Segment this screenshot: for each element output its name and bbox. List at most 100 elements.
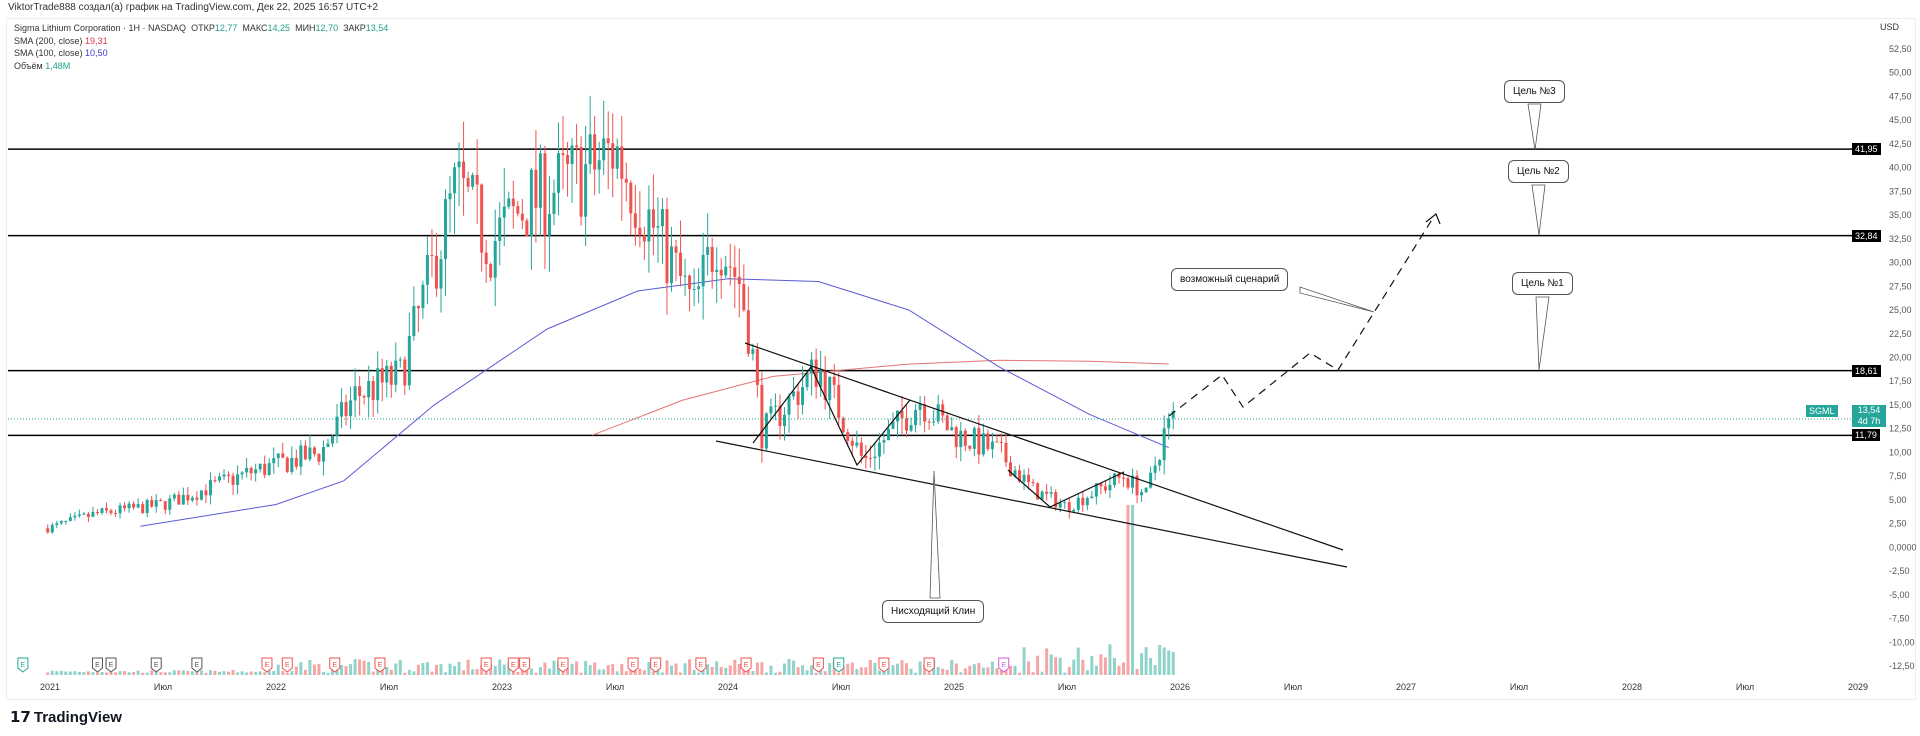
volume-bar	[1153, 665, 1157, 675]
volume-bar	[1140, 653, 1144, 675]
volume-bar	[285, 672, 289, 675]
candle-body	[141, 504, 145, 514]
volume-bar	[597, 669, 601, 675]
candle-body	[1144, 487, 1148, 493]
volume-bar	[1049, 654, 1053, 675]
candle-body	[986, 433, 990, 450]
volume-bar	[145, 672, 149, 675]
volume-bar	[141, 672, 145, 675]
candle-body	[73, 515, 77, 518]
candle-body	[588, 134, 592, 165]
candle-body	[516, 206, 520, 214]
volume-bar	[462, 670, 466, 675]
candle-body	[710, 246, 714, 272]
wedge-upper-line	[744, 342, 1344, 551]
volume-bar	[909, 668, 913, 675]
candle-body	[168, 498, 172, 510]
volume-bar	[1135, 669, 1139, 675]
candle-body	[50, 524, 54, 533]
candle-body	[1031, 482, 1035, 484]
candle-body	[837, 384, 841, 418]
price-tick-label: 15,00	[1889, 400, 1912, 410]
time-tick-label: 2027	[1396, 682, 1416, 692]
candle-body	[633, 213, 637, 228]
candle-body	[1085, 498, 1089, 506]
candle-body	[213, 480, 217, 482]
candle-body	[407, 335, 411, 386]
candle-body	[77, 514, 81, 516]
tradingview-logo[interactable]: 𝟭𝟳 TradingView	[10, 709, 122, 726]
candle-body	[254, 469, 258, 474]
price-tick-label: 20,00	[1889, 352, 1912, 362]
candle-body	[303, 445, 307, 460]
earnings-marker-letter: E	[744, 662, 749, 669]
candle-body	[728, 266, 732, 268]
candle-body	[1022, 474, 1026, 482]
falling-wedge-drawing	[715, 342, 1348, 568]
volume-bar	[959, 672, 963, 675]
volume-bar	[1027, 661, 1031, 675]
wedge-callout[interactable]: Нисходящий Клин	[882, 600, 985, 623]
candle-body	[502, 206, 506, 218]
volume-bar	[471, 669, 475, 675]
candle-body	[1122, 477, 1125, 479]
volume-bar	[864, 667, 868, 675]
candle-body	[258, 463, 262, 470]
volume-bar	[796, 667, 800, 675]
sma200-legend[interactable]: SMA (200, close) 19,31	[14, 35, 108, 46]
candle-body	[679, 252, 683, 276]
candle-body	[380, 368, 384, 383]
candle-body	[222, 474, 226, 477]
candle-body	[805, 373, 809, 388]
earnings-marker-icon	[329, 657, 341, 673]
candle-body	[719, 269, 723, 276]
candle-body	[1076, 497, 1080, 510]
volume-bar	[918, 661, 922, 675]
volume-bar	[629, 667, 633, 675]
target-2-callout[interactable]: Цель №2	[1508, 160, 1569, 183]
earnings-marker-icon	[557, 657, 569, 673]
candle-body	[1103, 486, 1107, 491]
candle-body	[240, 472, 244, 475]
earnings-marker-icon	[105, 657, 117, 673]
candle-body	[579, 147, 583, 217]
candle-body	[547, 214, 551, 236]
sma100-legend[interactable]: SMA (100, close) 10,50	[14, 48, 108, 58]
volume-bar	[936, 667, 940, 675]
candle-body	[593, 134, 597, 170]
volume-bar	[529, 668, 533, 675]
volume-bar	[267, 670, 271, 675]
candle-body	[557, 153, 560, 193]
volume-bar	[986, 667, 990, 675]
earnings-marker-icon	[374, 657, 386, 673]
candle-body	[444, 199, 447, 260]
volume-bar	[516, 671, 520, 675]
earnings-marker-letter: E	[378, 662, 383, 669]
volume-bar	[638, 668, 642, 675]
horizontal-levels	[8, 148, 1852, 437]
candle-body	[864, 455, 868, 459]
target-3-callout[interactable]: Цель №3	[1504, 80, 1565, 103]
time-tick-label: Июл	[380, 682, 398, 692]
volume-bar	[172, 670, 176, 675]
time-tick-label: 2026	[1170, 682, 1190, 692]
volume-legend[interactable]: Объём 1,48M	[14, 60, 71, 71]
candle-body	[1049, 492, 1053, 494]
volume-bar	[547, 668, 551, 675]
target-1-callout[interactable]: Цель №1	[1512, 272, 1573, 295]
volume-bar	[371, 671, 375, 675]
candle-body	[529, 169, 533, 237]
volume-bar	[606, 665, 610, 675]
scenario-arrow-icon	[1425, 213, 1441, 225]
volume-bar	[136, 670, 140, 675]
candle-body	[891, 421, 895, 429]
scenario-callout[interactable]: возможный сценарий	[1171, 268, 1289, 291]
candle-body	[968, 445, 972, 449]
candle-body	[317, 453, 321, 462]
volume-bar	[123, 670, 127, 675]
volume-bar	[968, 665, 972, 675]
candle-body	[597, 160, 601, 170]
volume-bar	[615, 671, 619, 675]
volume-bar	[227, 671, 231, 675]
